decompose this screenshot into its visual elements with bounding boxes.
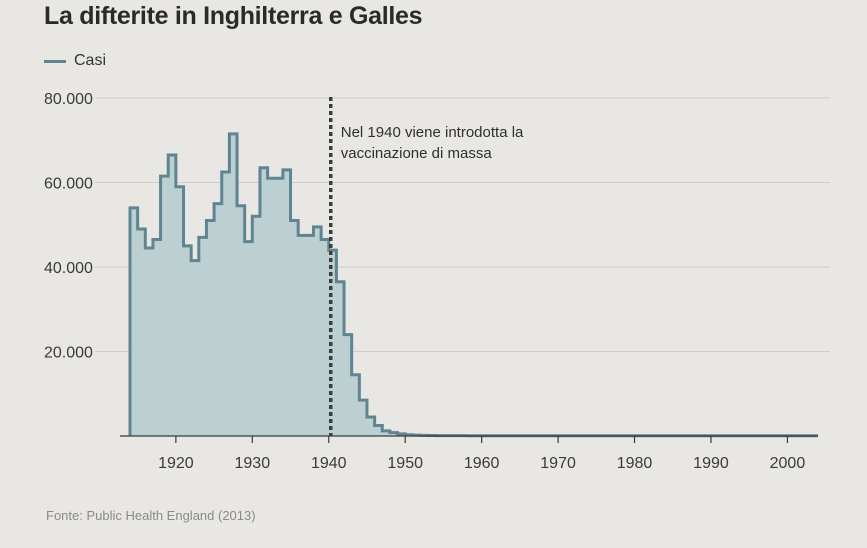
x-tick-label-1940: 1940 bbox=[311, 455, 347, 472]
x-tick-label-1980: 1980 bbox=[617, 455, 653, 472]
y-tick-label-80000: 80.000 bbox=[44, 91, 93, 108]
source-note: Fonte: Public Health England (2013) bbox=[46, 508, 256, 523]
x-tick-label-1960: 1960 bbox=[464, 455, 500, 472]
y-tick-label-20000: 20.000 bbox=[44, 345, 93, 362]
legend-swatch bbox=[44, 59, 66, 63]
annotation-text-line-1: Nel 1940 viene introdotta la bbox=[341, 124, 524, 141]
legend: Casi bbox=[44, 52, 106, 70]
legend-label-casi: Casi bbox=[74, 52, 107, 69]
x-tick-label-1970: 1970 bbox=[540, 455, 576, 472]
series-casi-area bbox=[130, 133, 818, 436]
y-tick-label-60000: 60.000 bbox=[44, 176, 93, 193]
x-tick-label-1950: 1950 bbox=[387, 455, 423, 472]
x-tick-label-2000: 2000 bbox=[770, 455, 806, 472]
y-tick-label-40000: 40.000 bbox=[44, 260, 93, 277]
annotation-text-line-2: vaccinazione di massa bbox=[341, 145, 493, 162]
x-tick-label-1920: 1920 bbox=[158, 455, 194, 472]
x-tick-label-1990: 1990 bbox=[693, 455, 729, 472]
chart-title: La difterite in Inghilterra e Galles bbox=[44, 2, 423, 30]
x-tick-label-1930: 1930 bbox=[235, 455, 271, 472]
